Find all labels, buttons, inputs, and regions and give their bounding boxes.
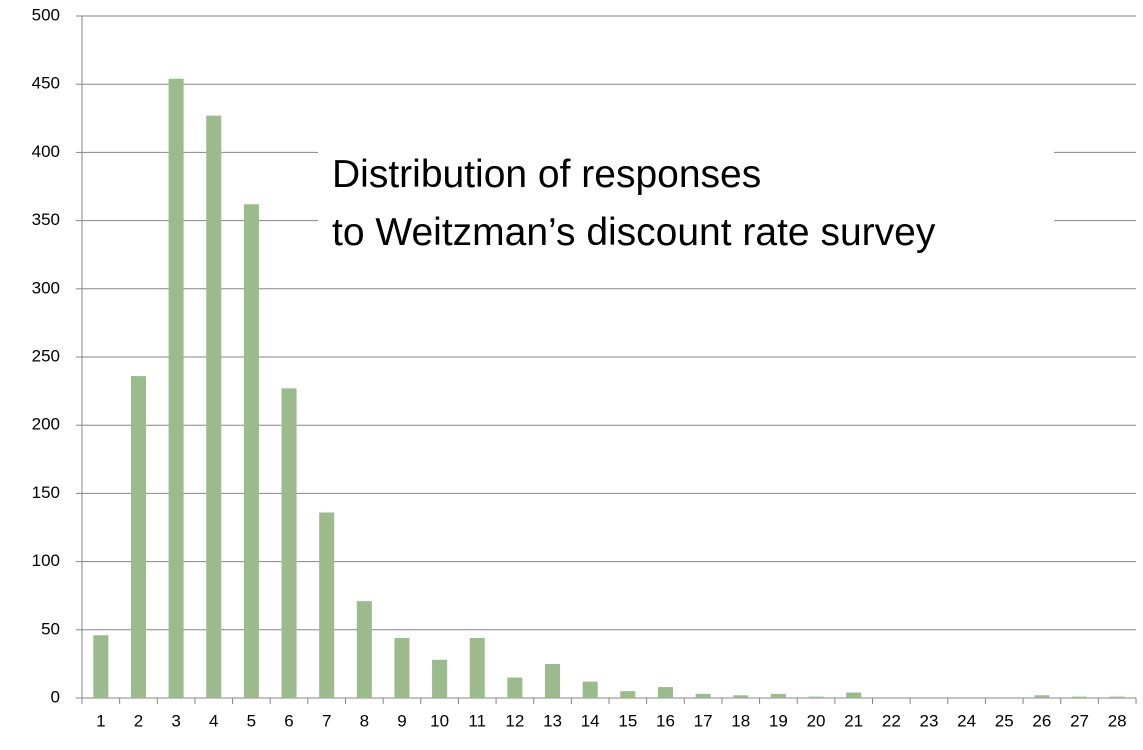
bar <box>620 691 636 698</box>
x-tick-label: 23 <box>920 711 939 730</box>
x-tick-label: 19 <box>769 711 788 730</box>
bar <box>695 693 711 698</box>
bar <box>319 512 335 698</box>
bar <box>206 115 222 698</box>
x-tick-label: 25 <box>995 711 1014 730</box>
bar <box>469 637 485 698</box>
y-tick-label: 400 <box>32 142 60 161</box>
bar <box>582 681 598 698</box>
y-tick-label: 0 <box>51 687 60 706</box>
bar <box>1072 696 1088 698</box>
bar <box>808 696 824 698</box>
bar <box>507 677 523 698</box>
x-tick-label: 22 <box>882 711 901 730</box>
y-tick-label: 100 <box>32 551 60 570</box>
x-tick-label: 10 <box>430 711 449 730</box>
x-tick-label: 1 <box>96 711 105 730</box>
x-tick-label: 6 <box>284 711 293 730</box>
x-tick-label: 18 <box>731 711 750 730</box>
x-tick-label: 15 <box>618 711 637 730</box>
x-tick-label: 4 <box>209 711 218 730</box>
bar <box>356 601 372 698</box>
chart-title: Distribution of responses to Weitzman’s … <box>318 136 1054 272</box>
bar <box>733 695 749 698</box>
bar <box>130 376 146 698</box>
x-tick-label: 8 <box>360 711 369 730</box>
y-tick-label: 450 <box>32 74 60 93</box>
bar <box>1109 696 1125 698</box>
x-tick-label: 27 <box>1070 711 1089 730</box>
x-tick-label: 24 <box>957 711 976 730</box>
x-tick-label: 12 <box>505 711 524 730</box>
y-tick-label: 300 <box>32 278 60 297</box>
x-tick-label: 11 <box>468 711 486 730</box>
y-tick-label: 350 <box>32 210 60 229</box>
x-tick-label: 9 <box>397 711 406 730</box>
bar <box>394 637 410 698</box>
x-tick-label: 14 <box>581 711 600 730</box>
bar <box>770 693 786 698</box>
x-tick-label: 3 <box>171 711 180 730</box>
bar <box>93 635 109 698</box>
x-tick-label: 13 <box>543 711 562 730</box>
bar <box>846 692 862 698</box>
x-tick-label: 20 <box>807 711 826 730</box>
y-tick-label: 50 <box>41 619 60 638</box>
x-tick-label: 26 <box>1032 711 1051 730</box>
bar <box>432 659 448 698</box>
x-tick-label: 5 <box>247 711 256 730</box>
bar <box>243 204 259 698</box>
x-tick-label: 7 <box>322 711 331 730</box>
bar <box>1034 695 1050 698</box>
y-tick-label: 500 <box>32 5 60 24</box>
bar <box>281 388 297 698</box>
y-tick-label: 250 <box>32 346 60 365</box>
x-tick-label: 17 <box>694 711 713 730</box>
x-tick-label: 2 <box>134 711 143 730</box>
bar <box>545 663 561 698</box>
x-tick-label: 21 <box>844 711 863 730</box>
y-tick-label: 150 <box>32 483 60 502</box>
x-tick-label: 28 <box>1108 711 1127 730</box>
x-tick-label: 16 <box>656 711 675 730</box>
bar <box>657 687 673 698</box>
bar <box>168 78 184 698</box>
y-tick-label: 200 <box>32 415 60 434</box>
